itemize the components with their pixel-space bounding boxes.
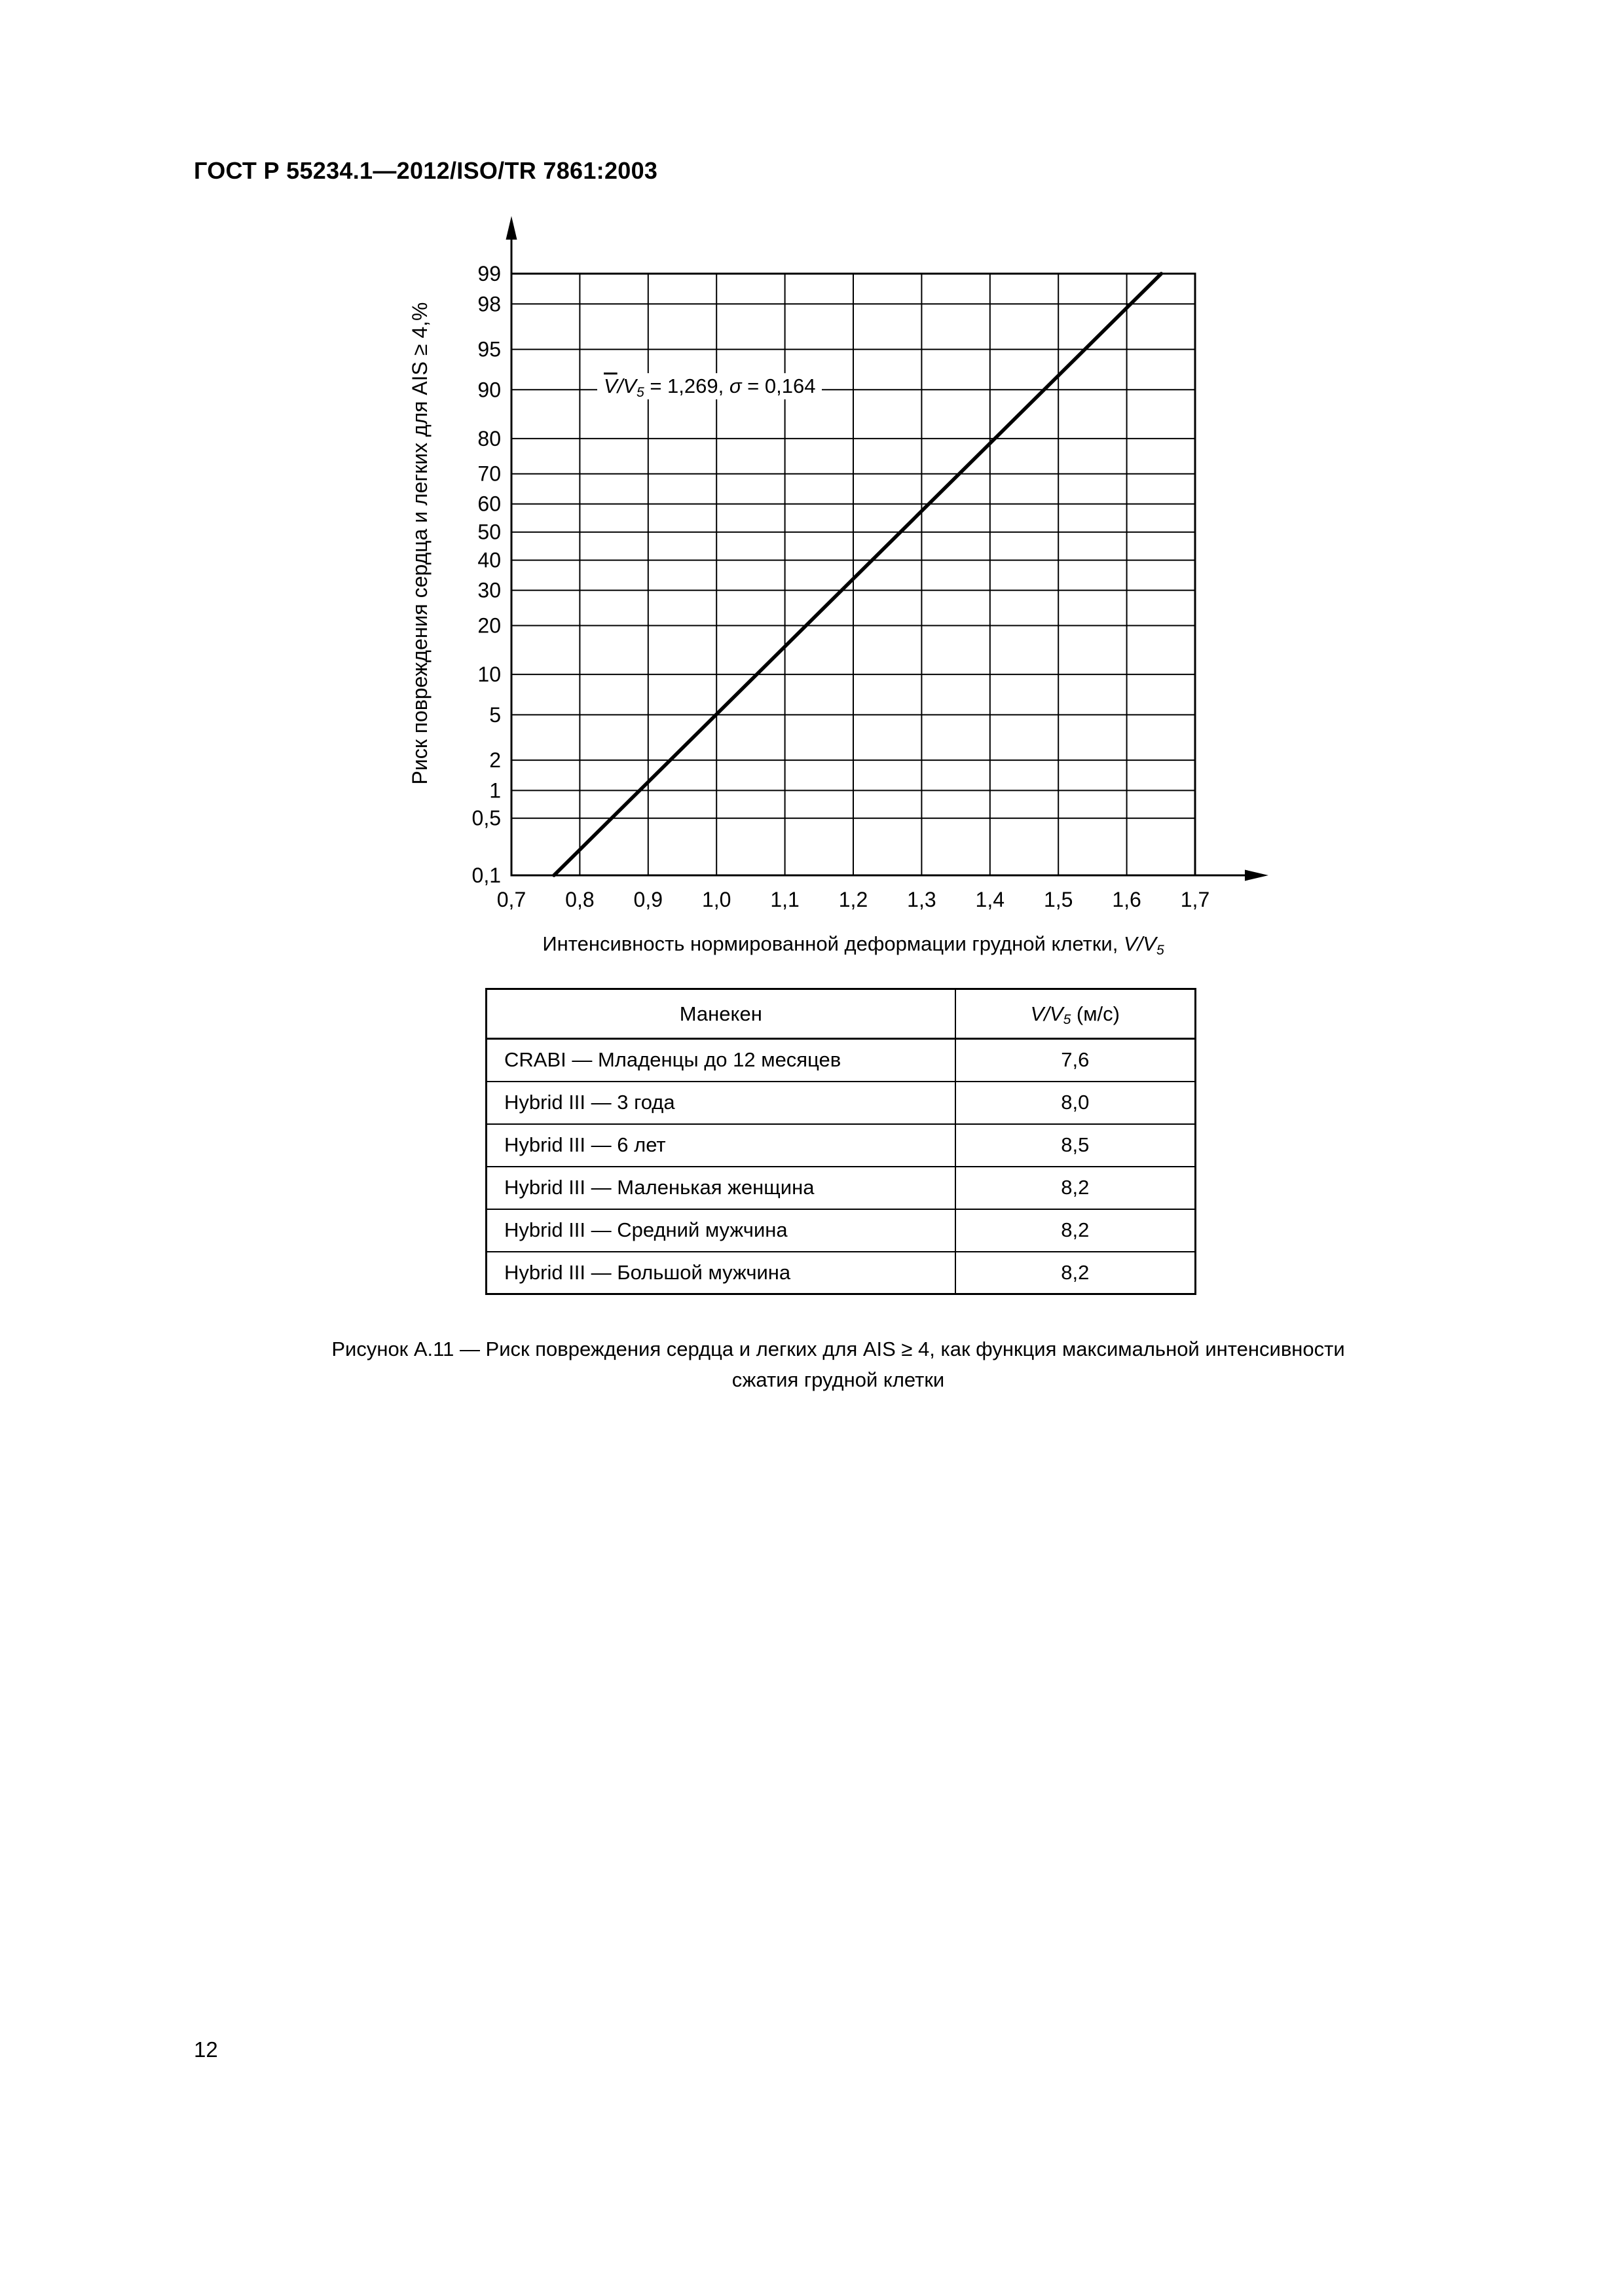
chart-annotation: V/V5 = 1,269, σ = 0,164 — [597, 373, 822, 400]
vv5-value-cell: 8,0 — [954, 1080, 1196, 1125]
vv5-value-cell: 8,2 — [954, 1165, 1196, 1210]
y-tick-label: 0,5 — [472, 807, 501, 830]
vv5-value-cell: 8,5 — [954, 1123, 1196, 1167]
y-tick-label: 98 — [477, 292, 501, 316]
vv5-value-cell: 8,2 — [954, 1250, 1196, 1295]
y-tick-label: 70 — [477, 462, 501, 486]
y-tick-label: 40 — [477, 549, 501, 572]
table-row: Hybrid III — 3 года 8,0 — [485, 1080, 1196, 1125]
page-number: 12 — [194, 2037, 218, 2062]
v-subscript: 5 — [636, 384, 644, 400]
header-var-symbol: V/V — [1030, 1002, 1063, 1025]
table-header-dummy: Манекен — [485, 988, 956, 1040]
x-tick-label: 0,9 — [634, 888, 663, 911]
vv5-value-cell: 8,2 — [954, 1208, 1196, 1252]
y-tick-label: 50 — [477, 520, 501, 544]
y-tick-label: 1 — [489, 778, 501, 802]
y-tick-label: 99 — [477, 262, 501, 285]
table-row: Hybrid III — Большой мужчина 8,2 — [485, 1250, 1196, 1295]
y-tick-label: 90 — [477, 378, 501, 401]
x-tick-label: 1,4 — [976, 888, 1005, 911]
y-tick-label: 20 — [477, 613, 501, 637]
y-tick-label: 95 — [477, 338, 501, 361]
x-tick-label: 1,1 — [770, 888, 799, 911]
y-tick-label: 5 — [489, 703, 501, 727]
vv5-value-cell: 7,6 — [954, 1038, 1196, 1082]
x-axis-arrow-icon — [1245, 869, 1268, 881]
x-tick-label: 0,7 — [497, 888, 526, 911]
x-axis-var-subscript: 5 — [1156, 942, 1164, 958]
v-ratio-symbol: /V — [617, 374, 637, 397]
dummy-velocity-table: Манекен V/V5 (м/с) CRABI — Младенцы до 1… — [485, 988, 1196, 1295]
y-tick-label: 80 — [477, 427, 501, 450]
y-axis-title: Риск повреждения сердца и легких для AIS… — [408, 302, 432, 785]
x-axis-title: Интенсивность нормированной деформации г… — [485, 932, 1221, 958]
header-unit-text: (м/с) — [1071, 1002, 1120, 1025]
risk-probability-chart: 0,7 0,8 0,9 1,0 1,1 1,2 1,3 1,4 1,5 1,6 1,7 99 98 95 9… — [472, 216, 1268, 911]
y-tick-label: 60 — [477, 492, 501, 516]
x-axis-title-text: Интенсивность нормированной деформации г… — [542, 932, 1124, 955]
dummy-name-cell: Hybrid III — 3 года — [485, 1080, 956, 1125]
x-tick-label: 0,8 — [565, 888, 594, 911]
y-tick-label: 10 — [477, 663, 501, 686]
table-header-row: Манекен V/V5 (м/с) — [485, 988, 1196, 1040]
dummy-name-cell: Hybrid III — 6 лет — [485, 1123, 956, 1167]
caption-line1: Рисунок А.11 — Риск повреждения сердца и… — [331, 1338, 1345, 1360]
plot-frame — [510, 272, 1196, 877]
y-tick-label: 30 — [477, 579, 501, 602]
caption-line2: сжатия грудной клетки — [731, 1368, 945, 1391]
dummy-name-cell: Hybrid III — Средний мужчина — [485, 1208, 956, 1252]
y-axis-arrow-icon — [506, 216, 517, 240]
header-var-subscript: 5 — [1063, 1012, 1071, 1028]
sigma-value-text: = 0,164 — [741, 374, 816, 397]
risk-line — [552, 272, 1164, 877]
table-row: Hybrid III — Средний мужчина 8,2 — [485, 1208, 1196, 1252]
y-tick-label: 2 — [489, 748, 501, 772]
document-header: ГОСТ Р 55234.1—2012/ISO/TR 7861:2003 — [194, 157, 658, 184]
x-tick-label: 1,3 — [907, 888, 936, 911]
x-axis-var-symbol: V/V — [1123, 932, 1156, 955]
mean-value-text: = 1,269, — [644, 374, 729, 397]
table-row: Hybrid III — Маленькая женщина 8,2 — [485, 1165, 1196, 1210]
x-tick-label: 1,2 — [839, 888, 868, 911]
figure-caption: Рисунок А.11 — Риск повреждения сердца и… — [196, 1334, 1480, 1395]
dummy-name-cell: Hybrid III — Маленькая женщина — [485, 1165, 956, 1210]
dummy-name-cell: Hybrid III — Большой мужчина — [485, 1250, 956, 1295]
x-tick-label: 1,7 — [1181, 888, 1209, 911]
x-tick-label: 1,6 — [1112, 888, 1141, 911]
v-bar-symbol: V — [604, 374, 618, 397]
table-header-vv5: V/V5 (м/с) — [954, 988, 1196, 1040]
y-tick-label: 0,1 — [472, 864, 501, 887]
dummy-name-cell: CRABI — Младенцы до 12 месяцев — [485, 1038, 956, 1082]
sigma-symbol: σ — [729, 374, 742, 397]
table-row: Hybrid III — 6 лет 8,5 — [485, 1123, 1196, 1167]
x-tick-label: 1,0 — [702, 888, 731, 911]
table-row: CRABI — Младенцы до 12 месяцев 7,6 — [485, 1038, 1196, 1082]
x-tick-label: 1,5 — [1044, 888, 1073, 911]
